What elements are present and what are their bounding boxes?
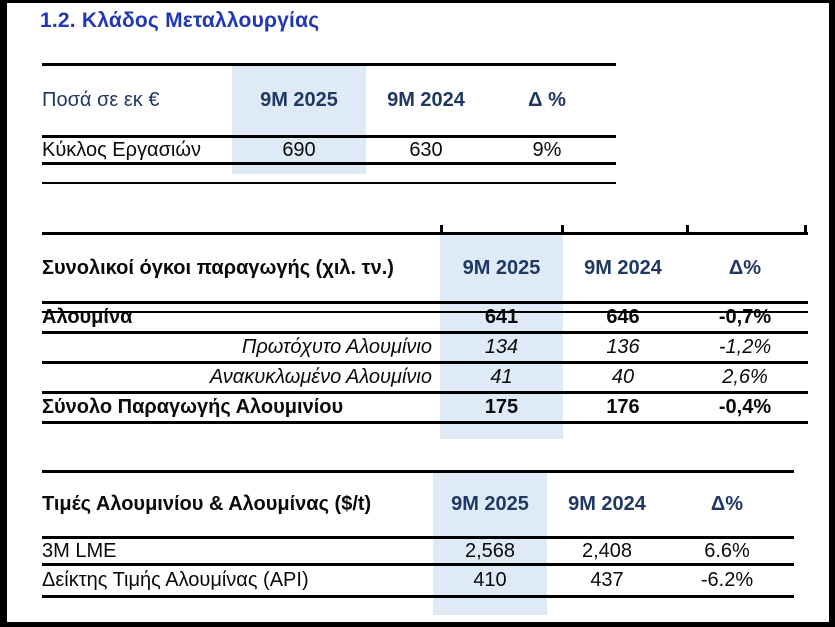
metric-label: Αλουμίνα [42, 306, 133, 328]
metric-label: Δείκτης Τιμής Αλουμίνας (API) [42, 569, 309, 591]
revenue-table: Ποσά σε εκ € 9M 2025 9M 2024 Δ % Κύκλος … [42, 63, 616, 184]
table-header-row: Ποσά σε εκ € 9M 2025 9M 2024 Δ % [42, 66, 616, 138]
cell-boundary-tick [804, 225, 807, 235]
table-header-row: Συνολικοί όγκοι παραγωγής (χιλ. τν.) 9M … [42, 235, 808, 304]
column-header-9m2025: 9M 2025 [451, 493, 529, 515]
value-9m2025: 690 [282, 138, 316, 161]
metric-label: Σύνολο Παραγωγής Αλουμινίου [42, 396, 344, 418]
value-9m2025: 175 [484, 396, 519, 418]
table-row-recycled-aluminium: Ανακυκλωμένο Αλουμίνιο 41 40 2,6% [42, 364, 808, 394]
value-9m2025: 41 [490, 366, 513, 388]
value-9m2025: 641 [484, 306, 519, 328]
value-9m2024: 646 [606, 306, 640, 328]
table-row-total-aluminium-production: Σύνολο Παραγωγής Αλουμινίου 175 176 -0,4… [42, 394, 808, 424]
value-9m2025: 410 [473, 569, 507, 591]
table-row-alumina: Αλουμίνα 641 646 -0,7% [42, 304, 808, 334]
column-header-delta: Δ% [710, 493, 744, 515]
prices-table: Τιμές Αλουμινίου & Αλουμίνας ($/t) 9M 20… [42, 470, 794, 607]
cell-boundary-tick [440, 225, 443, 235]
value-9m2024: 136 [606, 336, 640, 358]
metric-label: Κύκλος Εργασιών [42, 138, 201, 161]
value-9m2025: 134 [484, 336, 519, 358]
highlight-column-9m2025 [232, 66, 366, 174]
column-header-9m2025: 9M 2025 [260, 89, 338, 111]
value-9m2024: 630 [409, 138, 443, 161]
column-header-9m2025: 9M 2025 [462, 256, 541, 279]
value-delta: -0,4% [718, 396, 772, 418]
value-9m2025: 2,568 [464, 539, 516, 562]
value-9m2024: 176 [606, 396, 640, 418]
value-delta: -0,7% [718, 306, 772, 328]
table-row-revenue: Κύκλος Εργασιών 690 630 9% [42, 138, 616, 165]
value-delta: 9% [532, 138, 562, 161]
table-row-alumina-price-index: Δείκτης Τιμής Αλουμίνας (API) 410 437 -6… [42, 566, 794, 598]
double-rule [42, 311, 808, 313]
table-row-primary-aluminium: Πρωτόχυτο Αλουμίνιο 134 136 -1,2% [42, 334, 808, 364]
section-title: 1.2. Κλάδος Μεταλλουργίας [40, 9, 320, 32]
highlight-column-9m2025 [433, 473, 547, 607]
table-caption: Συνολικοί όγκοι παραγωγής (χιλ. τν.) [42, 256, 394, 279]
double-rule [42, 182, 616, 184]
value-9m2024: 40 [611, 366, 635, 388]
highlight-column-9m2025 [440, 235, 563, 439]
metric-label: Πρωτόχυτο Αλουμίνιο [241, 336, 432, 358]
metric-label: 3M LME [42, 539, 117, 562]
table-caption: Ποσά σε εκ € [42, 89, 160, 111]
column-header-9m2024: 9M 2024 [568, 493, 646, 515]
production-volumes-table: Συνολικοί όγκοι παραγωγής (χιλ. τν.) 9M … [42, 225, 808, 439]
value-delta: 6.6% [704, 539, 750, 562]
value-9m2024: 437 [590, 569, 624, 591]
metric-label: Ανακυκλωμένο Αλουμίνιο [209, 366, 432, 388]
column-header-delta: Δ % [528, 89, 566, 111]
cell-boundary-tick [561, 225, 564, 235]
table-header-row: Τιμές Αλουμινίου & Αλουμίνας ($/t) 9M 20… [42, 473, 794, 539]
value-9m2024: 2,408 [581, 539, 633, 562]
value-delta: -6.2% [700, 569, 754, 591]
table-row-3m-lme: 3M LME 2,568 2,408 6.6% [42, 539, 794, 566]
table-caption: Τιμές Αλουμινίου & Αλουμίνας ($/t) [42, 493, 372, 515]
column-header-9m2024: 9M 2024 [584, 256, 662, 279]
column-header-delta: Δ% [728, 256, 762, 279]
column-header-9m2024: 9M 2024 [387, 89, 465, 111]
value-delta: -1,2% [718, 336, 772, 358]
cell-boundary-tick [686, 225, 689, 235]
value-delta: 2,6% [722, 366, 768, 388]
highlight-column-stub [433, 607, 547, 615]
